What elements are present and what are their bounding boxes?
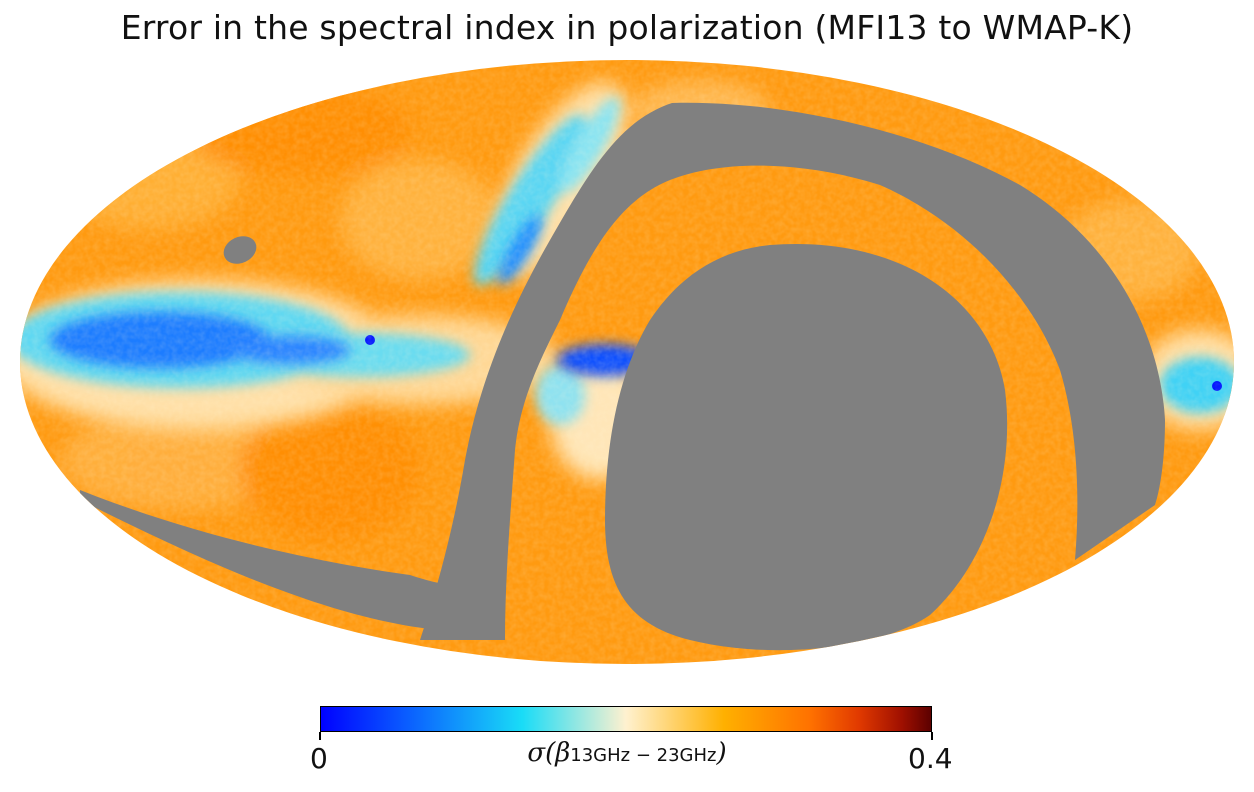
colorbar-label-sub: 13GHz − 23GHz bbox=[570, 745, 717, 766]
colorbar-gradient bbox=[320, 706, 932, 732]
colorbar-tick-min bbox=[319, 732, 321, 740]
plot-title: Error in the spectral index in polarizat… bbox=[120, 8, 1134, 47]
colorbar-max-label: 0.4 bbox=[908, 742, 953, 775]
mask-regions bbox=[80, 102, 1165, 651]
colorbar-label: σ(β13GHz − 23GHz) bbox=[0, 738, 1254, 768]
colorbar-label-close: ) bbox=[716, 738, 727, 768]
colorbar-tick-max bbox=[931, 732, 933, 740]
colorbar-label-main: σ(β bbox=[527, 738, 571, 768]
colorbar-min-label: 0 bbox=[310, 742, 328, 775]
colorbar bbox=[320, 706, 932, 732]
map-content bbox=[20, 60, 1234, 664]
